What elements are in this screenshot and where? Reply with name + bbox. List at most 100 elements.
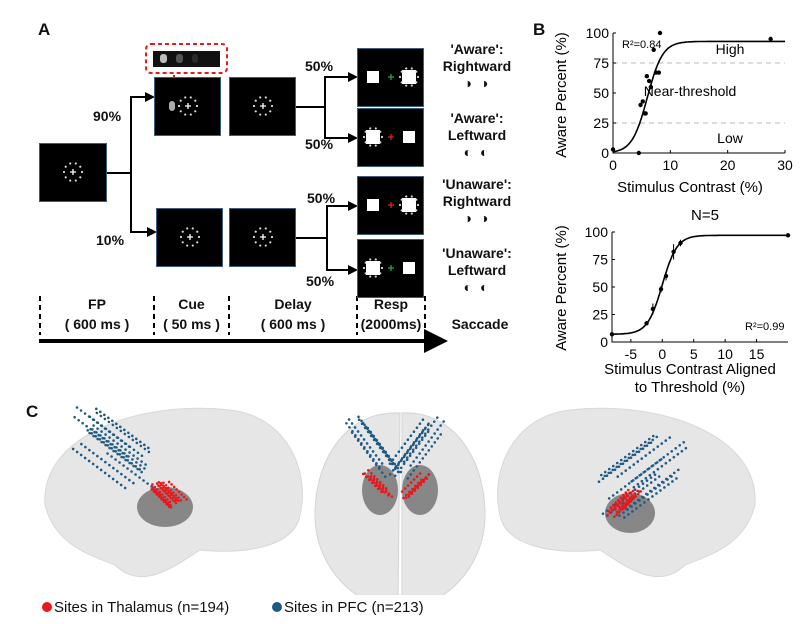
thalamus-site <box>379 490 383 494</box>
thalamus-site <box>185 498 188 501</box>
thalamus-site <box>167 486 170 490</box>
thalamus-site <box>371 479 375 482</box>
pfc-site <box>108 436 111 439</box>
thalamus-site <box>172 485 176 489</box>
pfc-site <box>85 424 88 428</box>
condition-label: 'Unaware': <box>442 176 512 192</box>
pfc-site <box>111 443 114 446</box>
pfc-site <box>430 436 433 439</box>
pfc-site <box>88 448 91 452</box>
legend-pfc: Sites in PFC (n=213) <box>272 599 424 616</box>
phase-duration: ( 600 ms ) <box>64 316 130 332</box>
thalamus-site <box>170 497 174 500</box>
thalamus-site <box>162 484 165 488</box>
y-tick-label: 100 <box>586 25 610 41</box>
pfc-site <box>670 449 674 453</box>
x-tick-label: 0 <box>658 346 666 362</box>
pfc-site <box>663 486 666 489</box>
pfc-site <box>394 454 398 458</box>
pfc-site <box>642 496 645 499</box>
pfc-site <box>412 469 416 472</box>
pfc-site <box>388 458 391 462</box>
screen-resp-unaware-right <box>357 176 424 235</box>
pfc-site <box>366 449 369 453</box>
pfc-site <box>75 406 79 409</box>
pfc-site <box>426 430 430 434</box>
pfc-site <box>136 467 139 471</box>
pfc-site <box>99 434 102 437</box>
pfc-site <box>136 457 139 460</box>
x-tick-label: 30 <box>777 157 793 173</box>
pfc-site <box>643 501 646 504</box>
pfc-site <box>123 442 127 445</box>
pfc-site <box>142 479 145 482</box>
thalamus-site <box>415 475 419 478</box>
pfc-site <box>435 416 439 419</box>
pfc-site <box>671 480 674 483</box>
pfc-site <box>379 446 382 450</box>
thalamus-site <box>404 496 408 499</box>
pfc-site <box>360 419 363 423</box>
x-axis-label: Stimulus Contrast Aligned <box>604 361 776 378</box>
thalamus-site <box>618 507 621 511</box>
pfc-site <box>660 464 664 468</box>
r-squared-label: R²=0.84 <box>622 39 661 51</box>
pfc-site <box>362 438 366 441</box>
thalamus-site <box>373 484 377 488</box>
pfc-site <box>424 453 428 456</box>
eyes-left-icon: ◐ ◐ <box>463 144 491 160</box>
pfc-site <box>79 453 83 457</box>
pfc-site <box>90 432 94 435</box>
thalamus-site <box>177 499 180 503</box>
pfc-site <box>131 458 134 461</box>
data-point <box>646 78 652 84</box>
prob-cue: 90% <box>93 108 122 124</box>
screen-fixation <box>39 143 107 202</box>
chart-aware-vs-contrast: High Near-threshold Low R²=0.84 Aware Pe… <box>553 25 793 196</box>
data-point <box>640 99 646 104</box>
phase-cue: Cue ( 50 ms ) <box>154 294 229 334</box>
pfc-site <box>670 475 673 478</box>
pfc-site <box>651 464 655 467</box>
pfc-site <box>619 488 623 491</box>
pfc-site <box>644 476 648 480</box>
thalamus-site <box>157 495 161 499</box>
thalamus-site <box>182 495 186 499</box>
pfc-site <box>138 476 141 479</box>
pfc-site <box>627 452 631 456</box>
pfc-site <box>363 445 366 449</box>
pfc-site <box>397 461 401 464</box>
pfc-site <box>411 450 415 454</box>
pfc-site <box>640 479 644 483</box>
pfc-site <box>112 449 115 453</box>
phase-resp: Resp (2000ms) <box>357 294 425 334</box>
pfc-site <box>408 454 412 458</box>
data-point <box>785 233 791 238</box>
thalamus-site <box>421 479 425 482</box>
pfc-site <box>106 444 110 447</box>
pfc-site <box>363 423 366 427</box>
pfc-site <box>103 427 107 430</box>
pfc-site <box>127 435 131 439</box>
pfc-site <box>653 478 657 481</box>
pfc-site <box>120 445 123 448</box>
thalamus-site <box>637 492 640 496</box>
condition-label: 'Aware': <box>450 41 504 57</box>
thalamus-site <box>424 476 428 479</box>
prob-unaware-right: 50% <box>307 190 336 206</box>
pfc-site <box>126 459 130 462</box>
pfc-site <box>115 480 119 484</box>
thalamus-site <box>621 493 625 497</box>
pfc-site <box>631 479 635 482</box>
x-axis-label: Stimulus Contrast (%) <box>617 179 763 196</box>
pfc-site <box>138 468 142 471</box>
chart-title: N=5 <box>691 207 719 224</box>
phase-name: Cue <box>178 296 205 312</box>
thalamus-site <box>613 506 617 509</box>
thalamus-site <box>618 501 622 504</box>
pfc-site <box>415 437 419 440</box>
pfc-site <box>639 443 643 447</box>
pfc-site <box>417 440 421 443</box>
pfc-site <box>98 410 102 414</box>
pfc-site <box>652 448 656 451</box>
